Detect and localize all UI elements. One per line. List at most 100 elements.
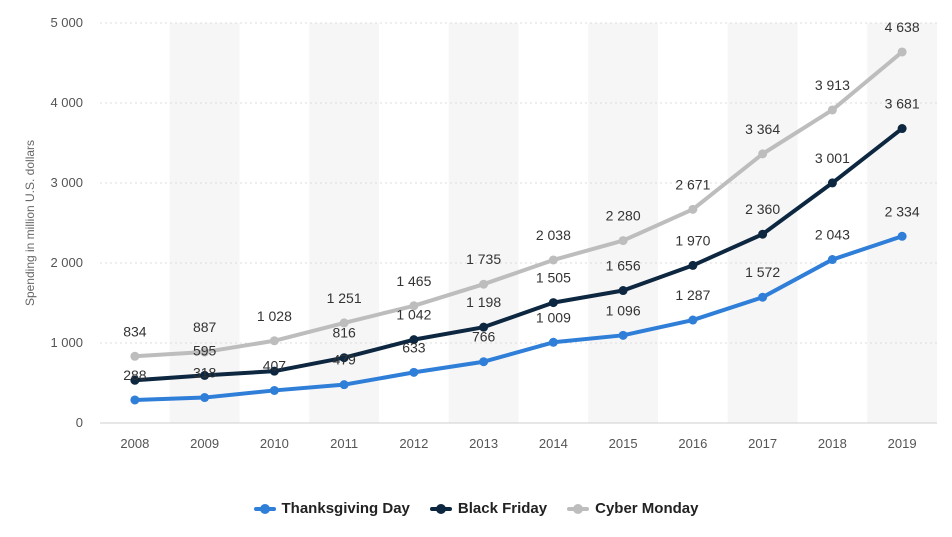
column-band bbox=[588, 23, 658, 423]
data-point bbox=[479, 279, 489, 289]
data-point bbox=[758, 229, 768, 239]
data-label: 1 009 bbox=[536, 309, 571, 325]
data-label: 1 656 bbox=[606, 258, 641, 274]
data-label: 2 043 bbox=[815, 227, 850, 243]
data-point bbox=[479, 357, 489, 367]
x-tick-label: 2019 bbox=[888, 436, 917, 451]
column-band bbox=[727, 23, 798, 423]
data-point bbox=[479, 322, 489, 332]
y-axis-title: Spending in million U.S. dollars bbox=[23, 140, 37, 306]
legend-label: Cyber Monday bbox=[595, 500, 699, 517]
data-point bbox=[618, 286, 628, 296]
x-tick-label: 2008 bbox=[120, 436, 149, 451]
data-point bbox=[269, 366, 279, 376]
data-label: 2 360 bbox=[745, 201, 780, 217]
y-tick-label: 0 bbox=[76, 415, 83, 430]
data-point bbox=[409, 301, 419, 311]
data-label: 2 038 bbox=[536, 227, 571, 243]
column-band bbox=[867, 23, 937, 423]
data-point bbox=[269, 385, 279, 395]
legend-marker-icon bbox=[567, 503, 590, 514]
data-label: 318 bbox=[193, 365, 217, 381]
data-point bbox=[339, 353, 349, 363]
data-label: 1 970 bbox=[675, 232, 710, 248]
legend-label: Black Friday bbox=[457, 500, 548, 517]
data-label: 1 505 bbox=[536, 270, 571, 286]
data-point bbox=[269, 336, 279, 346]
data-label: 887 bbox=[193, 319, 217, 335]
data-label: 816 bbox=[332, 325, 356, 341]
data-point bbox=[618, 236, 628, 246]
data-label: 1 028 bbox=[257, 308, 292, 324]
legend-item-cyber-monday[interactable]: Cyber Monday bbox=[567, 500, 698, 517]
data-point bbox=[688, 260, 698, 270]
x-tick-label: 2018 bbox=[818, 436, 847, 451]
data-point bbox=[618, 330, 628, 340]
data-label: 1 096 bbox=[606, 302, 641, 318]
x-tick-label: 2016 bbox=[678, 436, 707, 451]
data-point bbox=[897, 231, 907, 241]
data-label: 1 287 bbox=[675, 287, 710, 303]
data-label: 3 364 bbox=[745, 121, 780, 137]
data-label: 834 bbox=[123, 323, 147, 339]
x-tick-label: 2015 bbox=[609, 436, 638, 451]
y-tick-label: 1 000 bbox=[50, 335, 83, 350]
data-label: 2 280 bbox=[606, 208, 641, 224]
data-point bbox=[548, 337, 558, 347]
data-label: 1 198 bbox=[466, 294, 501, 310]
x-tick-label: 2011 bbox=[330, 436, 358, 451]
data-label: 2 334 bbox=[885, 203, 920, 219]
data-point bbox=[758, 292, 768, 302]
data-point bbox=[339, 380, 349, 390]
series-line bbox=[132, 126, 905, 383]
x-tick-label: 2010 bbox=[260, 436, 289, 451]
legend-item-thanksgiving-day[interactable]: Thanksgiving Day bbox=[253, 500, 410, 517]
data-point bbox=[339, 318, 349, 328]
data-point bbox=[130, 351, 140, 361]
data-label: 1 572 bbox=[745, 264, 780, 280]
data-point bbox=[827, 178, 837, 188]
data-label: 1 251 bbox=[327, 290, 362, 306]
data-point bbox=[130, 395, 140, 405]
data-label: 1 042 bbox=[396, 307, 431, 323]
data-label: 633 bbox=[402, 339, 426, 355]
data-label: 3 001 bbox=[815, 150, 850, 166]
legend-label: Thanksgiving Day bbox=[281, 500, 410, 517]
data-point bbox=[409, 367, 419, 377]
data-point bbox=[200, 393, 210, 403]
data-point bbox=[200, 347, 210, 357]
data-label: 766 bbox=[472, 329, 496, 345]
x-tick-label: 2013 bbox=[469, 436, 498, 451]
data-label: 479 bbox=[332, 352, 356, 368]
y-tick-label: 4 000 bbox=[50, 95, 83, 110]
series-line bbox=[132, 234, 905, 402]
data-point bbox=[548, 255, 558, 265]
data-point bbox=[827, 255, 837, 265]
data-point bbox=[548, 298, 558, 308]
data-label: 2 671 bbox=[675, 176, 710, 192]
data-point bbox=[130, 375, 140, 385]
data-point bbox=[897, 47, 907, 57]
y-tick-label: 5 000 bbox=[50, 15, 83, 30]
x-tick-label: 2017 bbox=[748, 436, 777, 451]
x-tick-label: 2014 bbox=[539, 436, 568, 451]
data-point bbox=[200, 370, 210, 380]
x-tick-label: 2012 bbox=[399, 436, 428, 451]
data-label: 1 465 bbox=[396, 273, 431, 289]
data-label: 407 bbox=[263, 357, 287, 373]
legend-marker-icon bbox=[253, 503, 276, 514]
data-label: 288 bbox=[123, 367, 147, 383]
data-label: 4 638 bbox=[885, 19, 920, 35]
y-tick-label: 3 000 bbox=[50, 175, 83, 190]
data-label: 3 681 bbox=[885, 96, 920, 112]
data-point bbox=[897, 124, 907, 134]
data-point bbox=[688, 204, 698, 214]
data-point bbox=[688, 315, 698, 325]
series-line bbox=[132, 49, 905, 359]
data-label: 3 913 bbox=[815, 77, 850, 93]
legend-item-black-friday[interactable]: Black Friday bbox=[429, 500, 548, 517]
data-point bbox=[758, 149, 768, 159]
data-point bbox=[827, 105, 837, 115]
column-band bbox=[169, 23, 240, 423]
